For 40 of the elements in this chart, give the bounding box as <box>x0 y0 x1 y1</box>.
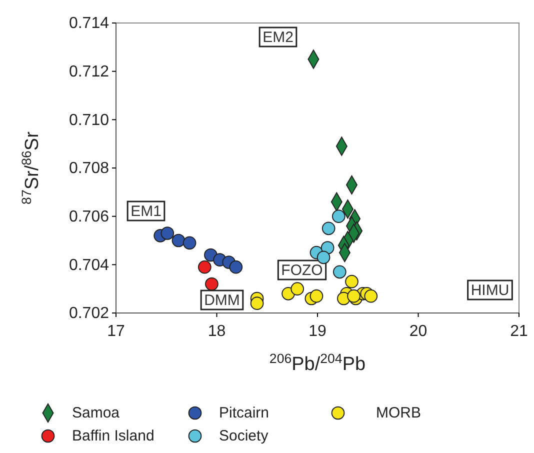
y-tick-label: 0.710 <box>68 112 110 129</box>
point <box>320 241 334 254</box>
point <box>182 236 196 250</box>
annotation: EM2 <box>262 28 294 46</box>
x-axis-title: $^{206}$Pb/$^{204}$Pb <box>269 350 366 375</box>
annotation: FOZO <box>281 262 323 278</box>
annotation: DMM <box>204 292 240 308</box>
annotation: HIMU <box>470 282 510 298</box>
x-tick-label: 20 <box>409 323 428 340</box>
y-tick-label: 0.712 <box>68 63 110 80</box>
point <box>364 289 378 303</box>
point <box>332 265 346 279</box>
legend-label: Samoa <box>72 404 120 422</box>
legend-label: Baffin Island <box>72 428 154 444</box>
y-tick-label: 0.704 <box>68 256 110 274</box>
x-tick-label: 18 <box>208 323 226 340</box>
point <box>310 289 324 303</box>
x-tick-label: 21 <box>510 323 528 340</box>
annotation: EM1 <box>130 202 162 220</box>
legend-label: Pitcairn <box>219 404 270 422</box>
y-tick-label: 0.708 <box>68 160 110 178</box>
legend-label: Society <box>219 428 269 444</box>
point <box>198 260 212 274</box>
point <box>205 277 218 291</box>
point <box>347 289 360 303</box>
point <box>322 222 336 236</box>
point <box>316 250 330 264</box>
point <box>172 234 186 248</box>
legend-label: MORB <box>376 404 421 422</box>
point <box>332 210 346 223</box>
x-tick-label: 17 <box>107 323 125 340</box>
y-tick-label: 0.706 <box>68 208 110 226</box>
point <box>345 274 358 288</box>
x-tick-label: 19 <box>308 323 326 340</box>
point <box>250 296 264 310</box>
y-tick-label: 0.702 <box>68 305 110 322</box>
point <box>160 226 174 240</box>
point <box>290 282 304 296</box>
y-tick-label: 0.714 <box>68 15 110 32</box>
point <box>229 260 243 274</box>
